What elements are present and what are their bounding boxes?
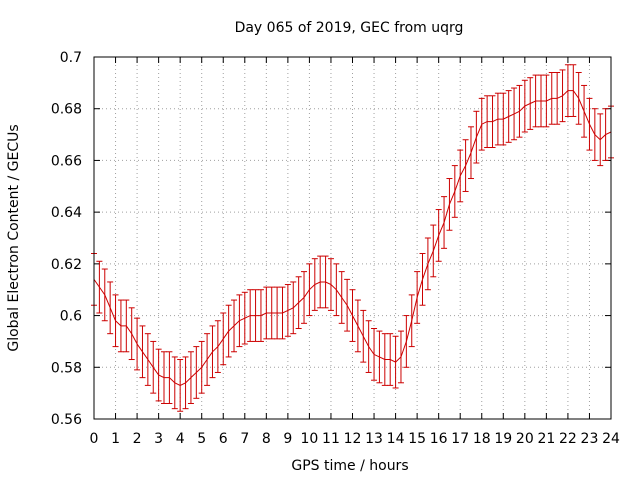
y-tick-label: 0.66 xyxy=(51,153,82,169)
plot-frame xyxy=(93,56,612,420)
x-tick-label: 12 xyxy=(344,431,362,447)
x-tick-label: 4 xyxy=(176,431,185,447)
y-tick-label: 0.58 xyxy=(51,360,82,376)
y-tick-label: 0.6 xyxy=(60,309,82,325)
x-tick-label: 17 xyxy=(451,431,469,447)
x-tick-label: 11 xyxy=(322,431,340,447)
x-tick-label: 5 xyxy=(197,431,206,447)
x-tick-label: 21 xyxy=(537,431,555,447)
y-tick-label: 0.7 xyxy=(60,50,82,66)
data-series xyxy=(91,64,614,412)
x-tick-label: 9 xyxy=(283,431,292,447)
x-tick-label: 16 xyxy=(430,431,448,447)
y-tick-label: 0.64 xyxy=(51,205,82,221)
x-tick-label: 10 xyxy=(301,431,319,447)
y-axis-label: Global Electron Content / GECUs xyxy=(6,124,22,351)
x-tick-label: 20 xyxy=(516,431,534,447)
x-tick-label: 14 xyxy=(387,431,405,447)
x-tick-label: 6 xyxy=(219,431,228,447)
x-tick-label: 3 xyxy=(154,431,163,447)
x-tick-label: 1 xyxy=(111,431,120,447)
y-axis-ticks: 0.56 0.58 0.6 0.62 0.64 0.66 0.68 0.7 xyxy=(51,50,611,428)
x-tick-label: 8 xyxy=(262,431,271,447)
x-tick-label: 7 xyxy=(240,431,249,447)
x-tick-label: 2 xyxy=(133,431,142,447)
x-tick-label: 24 xyxy=(602,431,620,447)
x-tick-label: 0 xyxy=(90,431,99,447)
chart-title: Day 065 of 2019, GEC from uqrg xyxy=(235,20,464,36)
x-tick-label: 13 xyxy=(365,431,383,447)
x-axis-label: GPS time / hours xyxy=(291,458,408,474)
x-tick-label: 19 xyxy=(494,431,512,447)
x-tick-label: 22 xyxy=(559,431,577,447)
x-tick-label: 18 xyxy=(473,431,491,447)
x-tick-label: 15 xyxy=(408,431,426,447)
y-tick-label: 0.68 xyxy=(51,102,82,118)
x-tick-label: 23 xyxy=(581,431,599,447)
x-axis-ticks: 0 1 2 3 4 5 6 7 8 9 10 11 12 13 14 15 16 17 18 19 20 21 22 23 24 xyxy=(90,57,620,447)
y-tick-label: 0.56 xyxy=(51,412,82,428)
grid xyxy=(94,57,611,419)
y-tick-label: 0.62 xyxy=(51,257,82,273)
